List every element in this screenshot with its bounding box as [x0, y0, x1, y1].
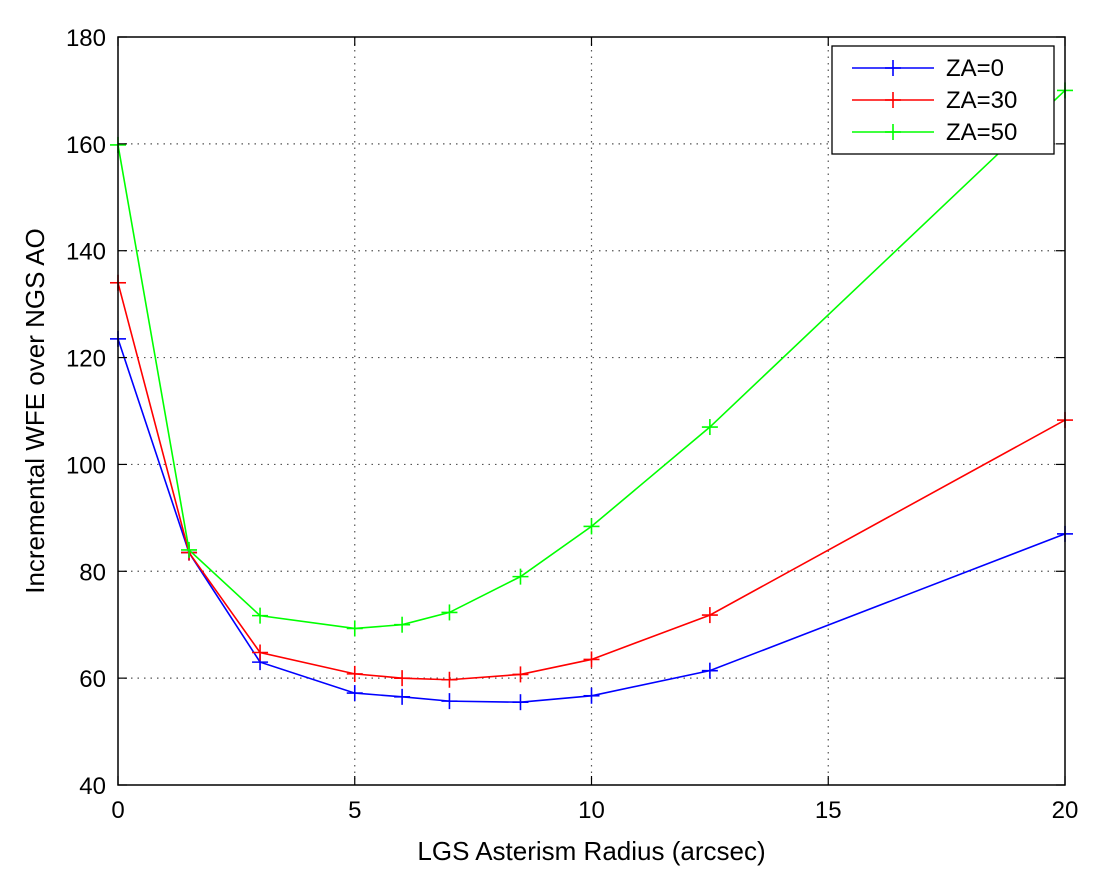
x-tick-label: 5 [348, 797, 361, 824]
x-tick-label: 15 [815, 797, 842, 824]
legend-label: ZA=30 [946, 87, 1017, 114]
series-line [117, 338, 1066, 703]
data-point-marker [512, 568, 529, 585]
data-point-marker [346, 620, 363, 637]
y-tick-label: 80 [79, 559, 106, 586]
legend-item: ZA=50 [852, 119, 1017, 146]
y-tick-label: 100 [66, 452, 106, 479]
data-point-marker [512, 694, 529, 711]
x-axis-label: LGS Asterism Radius (arcsec) [417, 836, 765, 866]
y-tick-label: 40 [79, 773, 106, 800]
data-point-marker [701, 419, 718, 436]
legend-label: ZA=0 [946, 55, 1004, 82]
data-point-marker [583, 518, 600, 535]
x-tick-label: 20 [1052, 797, 1079, 824]
data-point-marker [346, 685, 363, 702]
data-point-marker [252, 607, 269, 624]
data-point-marker [512, 666, 529, 683]
x-tick-label: 10 [578, 797, 605, 824]
y-axis-label: Incremental WFE over NGS AO [20, 228, 50, 594]
legend: ZA=0 ZA=30 ZA=50 [831, 45, 1055, 155]
legend-label: ZA=50 [946, 119, 1017, 146]
x-tick-label: 0 [111, 797, 124, 824]
y-tick-label: 120 [66, 346, 106, 373]
series-line [117, 89, 1066, 630]
legend-item: ZA=0 [852, 55, 1004, 82]
legend-item: ZA=30 [852, 87, 1017, 114]
y-tick-label: 60 [79, 666, 106, 693]
y-tick-label: 160 [66, 132, 106, 159]
y-tick-label: 180 [66, 25, 106, 52]
data-point-marker [583, 651, 600, 668]
data-point-marker [252, 644, 269, 661]
data-point-marker [441, 693, 458, 710]
series-line [117, 282, 1066, 681]
data-point-marker [701, 662, 718, 679]
data-point-marker [441, 671, 458, 688]
data-point-marker [394, 616, 411, 633]
y-tick-label: 140 [66, 239, 106, 266]
axis-ticks: 0 5 10 15 20 40 60 80 100 120 140 160 180 [66, 25, 1078, 824]
data-point-marker [441, 604, 458, 621]
grid-lines [118, 37, 1065, 785]
data-point-marker [394, 670, 411, 687]
data-point-marker [394, 688, 411, 705]
data-point-marker [583, 687, 600, 704]
data-point-marker [346, 665, 363, 682]
data-point-marker [701, 607, 718, 624]
data-point-marker [181, 541, 198, 558]
data-series [110, 82, 1073, 711]
